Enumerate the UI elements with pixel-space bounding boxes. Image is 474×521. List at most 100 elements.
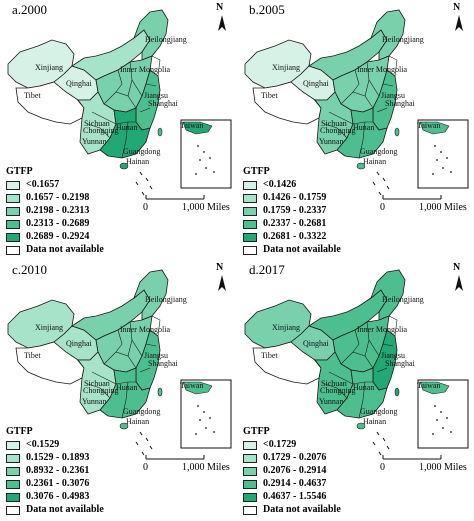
province-label: Chongqing [83, 386, 119, 395]
inset-island [197, 405, 199, 407]
legend-label: 0.2198 - 0.2313 [26, 205, 90, 216]
province-border [103, 91, 137, 109]
legend-label: <0.1729 [263, 439, 297, 450]
island-mark [145, 437, 149, 442]
legend-swatch [6, 493, 20, 502]
inset-mainland [182, 121, 213, 135]
legend-item: 0.1529 - 0.1893 [6, 452, 102, 464]
province-border [324, 123, 348, 139]
province-border [328, 111, 354, 125]
province-border [131, 79, 143, 97]
inset-island [195, 433, 197, 435]
inset-island [213, 431, 215, 433]
province-border [121, 381, 129, 419]
province-label: Jiangsu [144, 351, 168, 360]
province-border [103, 351, 137, 369]
province-border [368, 79, 380, 97]
province-border [388, 55, 398, 77]
inset-island [197, 145, 199, 147]
legend-item: 0.1729 - 0.2076 [243, 452, 339, 464]
legend-swatch [6, 467, 20, 476]
map-panel-c: c.2010 N Xinjiang Tibet Qinghai Sichuan Chongq… [0, 260, 237, 519]
legend-item: 0.2914 - 0.4637 [243, 478, 339, 490]
island-mark [382, 437, 386, 442]
inset-island [440, 151, 442, 153]
region-taiwan [157, 387, 163, 397]
legend-swatch [6, 233, 20, 242]
island-mark [139, 171, 143, 176]
province-label: Guangdong [123, 407, 161, 416]
legend-item: 0.1759 - 0.2337 [243, 205, 339, 217]
north-label: N [216, 2, 224, 13]
region-taiwan [157, 127, 163, 137]
china-map [244, 269, 469, 460]
legend: <0.1529 0.1529 - 0.1893 0.8932 - 0.2361 0.2… [6, 439, 106, 521]
province-label: Guangdong [360, 147, 398, 156]
region-northeast [133, 9, 169, 61]
province-label: Chongqing [83, 126, 119, 135]
province-label: Hainan [126, 417, 150, 426]
region-taiwan [394, 127, 400, 137]
legend-swatch [243, 220, 257, 229]
legend-label: <0.1657 [26, 179, 60, 190]
china-map [7, 9, 232, 200]
north-label: N [453, 262, 461, 273]
province-label: Yunnan [319, 397, 344, 406]
legend-swatch [243, 194, 257, 203]
legend-swatch [6, 220, 20, 229]
legend-item: <0.1729 [243, 439, 339, 451]
legend-label: 0.2361 - 0.3076 [26, 478, 90, 489]
legend-item: 0.2076 - 0.2914 [243, 465, 339, 477]
north-arrow-icon [455, 275, 463, 291]
legend-item: <0.1426 [243, 179, 339, 191]
legend-label: 0.2337 - 0.2681 [263, 218, 327, 229]
legend-swatch [243, 233, 257, 242]
legend-label: 0.1657 - 0.2198 [26, 192, 90, 203]
legend: <0.1426 0.1426 - 0.1759 0.1759 - 0.2337 0.2… [243, 179, 343, 261]
inset-island [440, 411, 442, 413]
legend-item: Data not available [6, 244, 104, 256]
inset-mainland [419, 381, 450, 395]
legend-label: 0.2681 - 0.3322 [263, 231, 327, 242]
region-hainan [356, 162, 366, 170]
province-label: Xinjiang [272, 63, 300, 72]
scale-label-start: 0 [143, 202, 148, 213]
legend-swatch [243, 454, 257, 463]
legend-label: Data not available [26, 504, 104, 515]
inset-island [205, 427, 207, 429]
province-label: Qinghai [66, 339, 92, 348]
legend-label: 0.2689 - 0.2924 [26, 231, 90, 242]
province-label: Heilongjiang [382, 35, 424, 44]
legend-item: <0.1529 [6, 439, 102, 451]
province-label: Xinjiang [35, 323, 63, 332]
province-label: Sichuan [84, 379, 110, 388]
province-label: Yunnan [82, 137, 107, 146]
province-border [131, 339, 143, 357]
legend-label: <0.1426 [263, 179, 297, 190]
province-label: Hainan [363, 417, 387, 426]
province-label: Tibet [261, 91, 278, 100]
region-hainan [119, 162, 129, 170]
province-border [87, 383, 111, 399]
province-label: Sichuan [321, 119, 347, 128]
province-label: Hainan [363, 157, 387, 166]
region-south [336, 107, 388, 159]
inset-island [195, 173, 197, 175]
legend-label: Data not available [263, 244, 341, 255]
island-mark [141, 451, 145, 456]
legend-label: 0.2914 - 0.4637 [263, 478, 327, 489]
legend-swatch [6, 246, 20, 255]
legend-title: GTFP [6, 166, 33, 177]
province-border [382, 83, 394, 87]
legend-swatch [243, 246, 257, 255]
province-label: Yunnan [82, 397, 107, 406]
island-mark [386, 185, 390, 190]
province-border [115, 329, 123, 353]
island-mark [145, 177, 149, 182]
legend-swatch [6, 480, 20, 489]
province-label: Shanghai [385, 359, 415, 368]
legend-item: 0.2337 - 0.2681 [243, 218, 339, 230]
province-label: Tibet [24, 351, 41, 360]
province-border [358, 381, 366, 419]
legend-label: 0.2076 - 0.2914 [263, 465, 327, 476]
